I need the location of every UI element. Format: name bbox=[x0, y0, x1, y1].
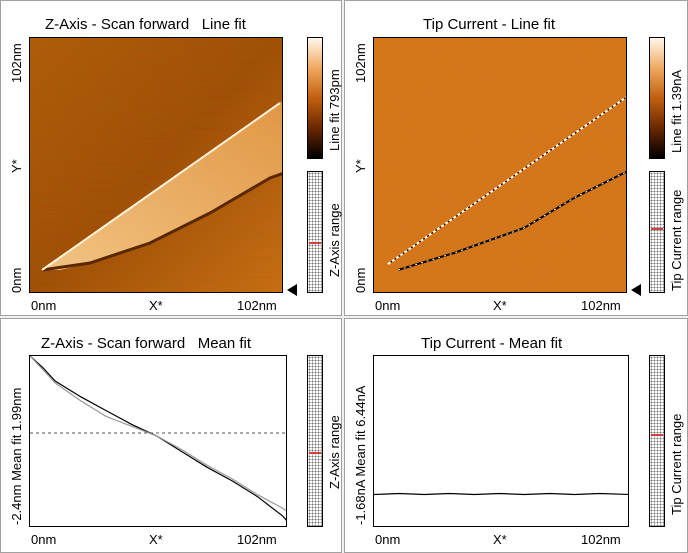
x-tick-mid: X* bbox=[493, 532, 507, 547]
y-axis-label: -2.4nm Mean fit 1.99nm bbox=[9, 387, 24, 525]
range-marker[interactable] bbox=[309, 452, 321, 454]
range-slider[interactable] bbox=[307, 355, 323, 527]
range-slider[interactable] bbox=[307, 171, 323, 293]
range-marker[interactable] bbox=[651, 434, 663, 436]
x-tick-right: 102nm bbox=[581, 298, 621, 313]
z-mean-chart bbox=[30, 356, 286, 521]
panel-title: Tip Current - Line fit bbox=[423, 16, 555, 33]
panel-z-mean: Z-Axis - Scan forward Mean fit -2.4nm Me… bbox=[0, 318, 342, 553]
panel-title: Tip Current - Mean fit bbox=[421, 335, 563, 352]
x-tick-right: 102nm bbox=[581, 532, 621, 547]
y-tick-top: 102nm bbox=[353, 43, 368, 83]
tip-current-map bbox=[374, 38, 626, 292]
panel-z-line: Z-Axis - Scan forward Line fit 102nm Y* … bbox=[0, 0, 342, 316]
range-label: Tip Current range bbox=[669, 413, 684, 515]
z-line-image[interactable] bbox=[29, 37, 283, 293]
tip-mean-plot[interactable] bbox=[373, 355, 629, 527]
y-axis-label: -1.68nA Mean fit 6.44nA bbox=[353, 385, 368, 525]
x-tick-mid: X* bbox=[149, 532, 163, 547]
x-tick-right: 102nm bbox=[237, 298, 277, 313]
range-label: Z-Axis range bbox=[327, 415, 342, 489]
range-slider[interactable] bbox=[649, 171, 665, 293]
x-tick-mid: X* bbox=[493, 298, 507, 313]
y-tick-mid: Y* bbox=[9, 159, 24, 173]
range-slider[interactable] bbox=[649, 355, 665, 527]
range-label: Z-Axis range bbox=[327, 203, 342, 277]
colorbar bbox=[649, 37, 665, 159]
colorbar-label: Line fit 793pm bbox=[327, 69, 342, 151]
y-tick-mid: Y* bbox=[353, 159, 368, 173]
series-line-0 bbox=[30, 356, 286, 521]
afm-topography bbox=[30, 38, 282, 292]
arrow-left-icon[interactable] bbox=[631, 284, 641, 296]
x-tick-left: 0nm bbox=[31, 298, 57, 313]
colorbar bbox=[307, 37, 323, 159]
z-mean-plot[interactable] bbox=[29, 355, 287, 527]
arrow-left-icon[interactable] bbox=[287, 284, 297, 296]
panel-title: Z-Axis - Scan forward Line fit bbox=[45, 16, 246, 33]
range-label: Tip Current range bbox=[669, 189, 684, 291]
y-tick-top: 102nm bbox=[9, 43, 24, 83]
range-marker[interactable] bbox=[651, 228, 663, 230]
tip-mean-chart bbox=[374, 492, 628, 496]
range-marker[interactable] bbox=[309, 242, 321, 244]
panel-tip-mean: Tip Current - Mean fit -1.68nA Mean fit … bbox=[344, 318, 688, 553]
x-tick-left: 0nm bbox=[31, 532, 57, 547]
x-tick-left: 0nm bbox=[375, 532, 401, 547]
x-tick-right: 102nm bbox=[237, 532, 277, 547]
series-line-0 bbox=[374, 492, 628, 496]
colorbar-label: Line fit 1.39nA bbox=[669, 69, 684, 153]
series-line-1 bbox=[30, 356, 286, 512]
x-tick-mid: X* bbox=[149, 298, 163, 313]
panel-title: Z-Axis - Scan forward Mean fit bbox=[41, 335, 252, 352]
y-tick-bottom: 0nm bbox=[353, 267, 368, 293]
panel-tip-line: Tip Current - Line fit 102nm Y* 0nm 0nm … bbox=[344, 0, 688, 316]
x-tick-left: 0nm bbox=[375, 298, 401, 313]
y-tick-bottom: 0nm bbox=[9, 267, 24, 293]
tip-line-image[interactable] bbox=[373, 37, 627, 293]
